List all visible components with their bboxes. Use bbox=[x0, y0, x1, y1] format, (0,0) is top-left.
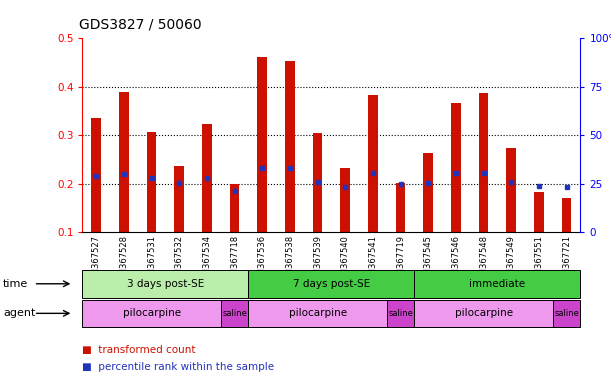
Bar bbox=[202, 124, 212, 232]
Bar bbox=[368, 95, 378, 232]
Bar bbox=[451, 103, 461, 232]
Text: ■  transformed count: ■ transformed count bbox=[82, 345, 196, 355]
Bar bbox=[534, 192, 544, 232]
Text: immediate: immediate bbox=[469, 279, 525, 289]
Text: pilocarpine: pilocarpine bbox=[288, 308, 346, 318]
Bar bbox=[479, 93, 488, 232]
Text: pilocarpine: pilocarpine bbox=[123, 308, 181, 318]
Bar bbox=[507, 148, 516, 232]
Text: ■  percentile rank within the sample: ■ percentile rank within the sample bbox=[82, 362, 274, 372]
Text: GDS3827 / 50060: GDS3827 / 50060 bbox=[79, 17, 202, 31]
Text: 3 days post-SE: 3 days post-SE bbox=[127, 279, 204, 289]
Bar bbox=[119, 92, 129, 232]
Text: time: time bbox=[3, 279, 28, 289]
Bar bbox=[423, 153, 433, 232]
Text: saline: saline bbox=[554, 309, 579, 318]
Bar bbox=[313, 133, 323, 232]
Text: 7 days post-SE: 7 days post-SE bbox=[293, 279, 370, 289]
Bar bbox=[396, 183, 406, 232]
Bar bbox=[175, 166, 184, 232]
Bar bbox=[147, 132, 156, 232]
Text: agent: agent bbox=[3, 308, 35, 318]
Text: saline: saline bbox=[388, 309, 413, 318]
Text: pilocarpine: pilocarpine bbox=[455, 308, 513, 318]
Bar bbox=[562, 199, 571, 232]
Bar bbox=[230, 184, 240, 232]
Bar bbox=[92, 118, 101, 232]
Text: saline: saline bbox=[222, 309, 247, 318]
Bar bbox=[340, 168, 350, 232]
Bar bbox=[285, 61, 295, 232]
Bar bbox=[257, 57, 267, 232]
